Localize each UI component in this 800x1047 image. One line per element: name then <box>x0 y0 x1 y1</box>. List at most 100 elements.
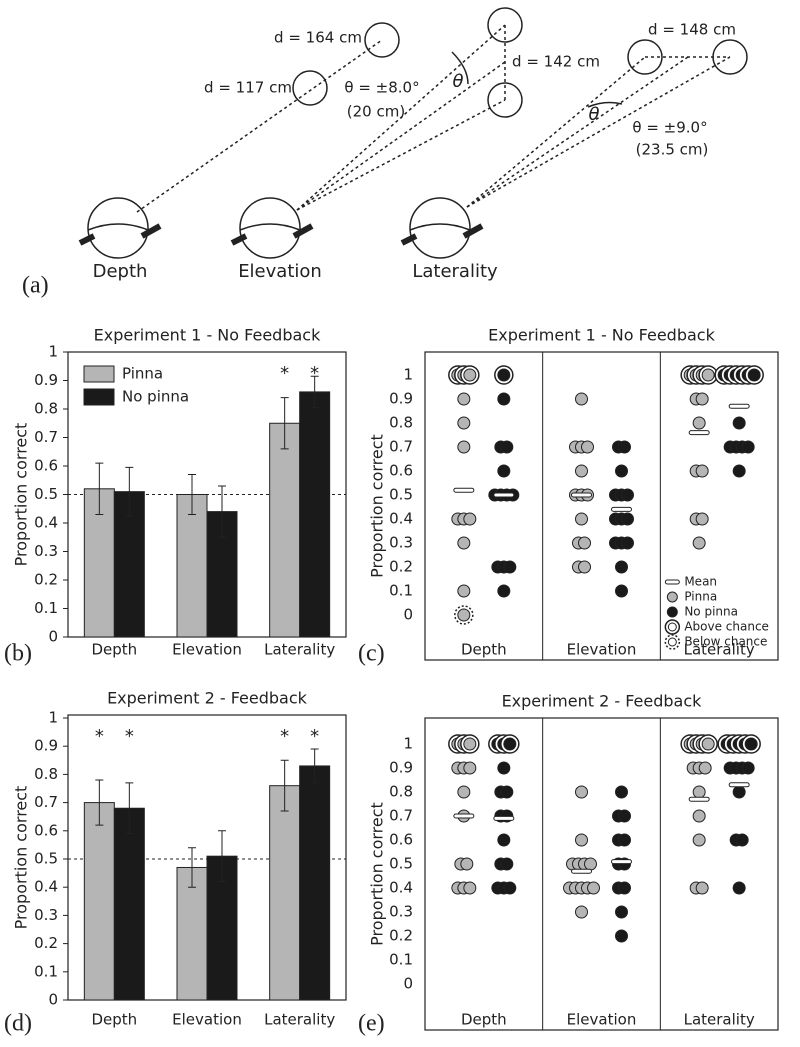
y-tick-label: 0.2 <box>389 927 413 945</box>
y-tick-label: 0.2 <box>34 571 58 589</box>
significance-marker: * <box>310 726 319 747</box>
participant-dot <box>695 512 709 526</box>
distance-label: d = 148 cm <box>648 21 736 39</box>
error-bar <box>125 782 134 835</box>
participant-dot <box>575 905 588 919</box>
path <box>466 56 689 208</box>
mean-marker <box>728 403 750 409</box>
error-bar <box>188 474 196 515</box>
legend-label: Below chance <box>684 635 767 649</box>
y-tick-label: 0.1 <box>34 599 58 617</box>
y-tick-label: 0.3 <box>34 542 58 560</box>
participant-dot <box>463 512 477 526</box>
y-tick-label: 0.9 <box>389 759 413 777</box>
participant-dot <box>621 536 634 550</box>
participant-dot <box>698 761 712 775</box>
mean-marker <box>611 859 632 865</box>
distance-label: d = 117 cm <box>204 79 292 97</box>
mean-marker <box>453 813 475 819</box>
y-tick-label: 0.8 <box>389 414 413 432</box>
panel-label: (e) <box>358 1011 385 1037</box>
participant-dot <box>497 368 511 382</box>
y-tick-label: 0.8 <box>34 400 58 418</box>
error-bar <box>310 375 319 409</box>
bar <box>269 785 301 1001</box>
angle-arc <box>451 51 469 85</box>
legend-label: Pinna <box>684 590 717 604</box>
y-tick-label: 0.9 <box>389 390 413 408</box>
bar <box>83 802 115 1001</box>
participant-dot <box>460 857 474 871</box>
x-tick-label: Depth <box>461 641 507 659</box>
source <box>627 39 663 75</box>
path <box>296 24 506 211</box>
error-bar <box>218 485 226 538</box>
y-tick-label: 0.7 <box>34 793 58 811</box>
significance-marker: * <box>310 363 319 384</box>
mean-marker <box>493 492 515 498</box>
head-label: Depth <box>93 261 148 282</box>
y-tick-label: 0.8 <box>34 765 58 783</box>
y-tick-label: 0.7 <box>34 428 58 446</box>
participant-dot <box>457 440 471 454</box>
theta: θ <box>452 71 463 92</box>
participant-dot <box>732 416 746 430</box>
participant-dot <box>497 392 511 406</box>
x-tick-label: Laterality <box>264 1011 335 1029</box>
error-bar <box>280 397 289 450</box>
participant-dot <box>695 464 709 478</box>
participant-dot <box>575 392 588 406</box>
participant-dot <box>618 440 631 454</box>
x-tick-label: Depth <box>461 1011 507 1029</box>
offset-label: (23.5 cm) <box>636 141 709 159</box>
source <box>487 82 523 118</box>
participant-dot <box>581 440 594 454</box>
y-tick-label: 0.5 <box>389 855 413 873</box>
distance-label: d = 142 cm <box>512 53 600 71</box>
participant-dot <box>457 536 471 550</box>
head-label: Elevation <box>238 261 322 282</box>
error-bar <box>218 830 226 883</box>
bar <box>176 494 208 638</box>
participant-dot <box>463 881 477 895</box>
panel-label: (d) <box>4 1011 32 1037</box>
x-tick-label: Laterality <box>264 641 335 659</box>
bar <box>113 807 145 1001</box>
diagram <box>78 7 748 259</box>
x-tick-label: Elevation <box>172 641 242 659</box>
participant-dot <box>618 881 631 895</box>
head <box>78 197 162 259</box>
participant-dot <box>503 737 517 751</box>
x-tick-label: Depth <box>91 1011 137 1029</box>
legend-swatch <box>83 388 115 406</box>
legend-label: Above chance <box>684 620 769 634</box>
y-tick-label: 0.6 <box>34 821 58 839</box>
participant-dot <box>503 560 517 574</box>
y-tick-label: 0.6 <box>389 831 413 849</box>
participant-dot <box>463 737 477 751</box>
significance-marker: * <box>95 726 104 747</box>
legend-dot <box>666 591 678 603</box>
y-axis-label: Proportion correct <box>12 786 31 930</box>
participant-dot <box>732 881 746 895</box>
participant-dot <box>735 833 749 847</box>
panel-label: (b) <box>4 641 32 667</box>
y-tick-label: 0.2 <box>34 934 58 952</box>
y-tick-label: 0.8 <box>389 783 413 801</box>
y-tick-label: 0.5 <box>389 486 413 504</box>
participant-dot <box>500 785 514 799</box>
path <box>466 56 731 208</box>
y-tick-label: 0.9 <box>34 371 58 389</box>
participant-dot <box>741 440 755 454</box>
legend-mean <box>664 579 680 585</box>
y-tick-label: 1 <box>403 366 413 384</box>
y-tick-label: 1 <box>48 343 58 361</box>
mean-marker <box>453 487 475 493</box>
error-bar <box>125 466 134 517</box>
participant-dot <box>457 785 471 799</box>
y-tick-label: 0.2 <box>389 558 413 576</box>
participant-dot <box>741 761 755 775</box>
y-tick-label: 0.3 <box>34 906 58 924</box>
participant-dot <box>497 464 511 478</box>
